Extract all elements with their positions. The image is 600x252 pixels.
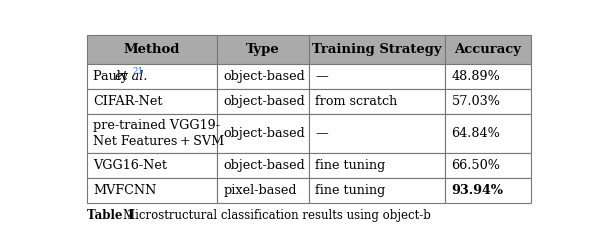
Text: Training Strategy: Training Strategy [312,43,442,56]
Bar [445,35,530,64]
Text: 66.50%: 66.50% [452,159,500,172]
Text: fine tuning: fine tuning [315,159,385,172]
Bar [217,35,308,64]
Bar [217,64,308,89]
Bar [217,114,308,153]
Bar [86,153,217,178]
Bar [308,35,445,64]
Bar [217,178,308,203]
Bar [217,153,308,178]
Text: 48.89%: 48.89% [452,70,500,83]
Text: object-based: object-based [223,70,305,83]
Text: —: — [315,70,328,83]
Text: from scratch: from scratch [315,95,397,108]
Text: Accuracy: Accuracy [454,43,521,56]
Bar [308,89,445,114]
Text: Table 1   Microstructural classification results using object-b: Table 1 Microstructural classification r… [86,209,449,222]
Text: 64.84%: 64.84% [452,127,500,140]
Text: —: — [315,127,328,140]
Text: Net Features + SVM: Net Features + SVM [93,135,224,148]
Bar [308,114,445,153]
Text: object-based: object-based [223,159,305,172]
Bar [445,89,530,114]
Text: et al.: et al. [115,70,148,83]
Text: 21: 21 [133,67,144,76]
Text: MVFCNN: MVFCNN [93,184,157,197]
Text: 57.03%: 57.03% [452,95,500,108]
Text: 93.94%: 93.94% [452,184,503,197]
Text: Type: Type [246,43,280,56]
Bar [445,178,530,203]
Text: CIFAR-Net: CIFAR-Net [93,95,163,108]
Text: object-based: object-based [223,95,305,108]
Text: Pauly: Pauly [93,70,131,83]
Bar [86,89,217,114]
Bar [445,153,530,178]
Bar [445,114,530,153]
Text: Pauly: Pauly [93,70,131,83]
Text: pixel-based: pixel-based [223,184,297,197]
Bar [308,64,445,89]
Bar [86,178,217,203]
Text: pre-trained VGG19-: pre-trained VGG19- [93,119,220,132]
Bar [86,114,217,153]
Bar [445,64,530,89]
Text: Method: Method [124,43,180,56]
Bar [308,153,445,178]
Text: fine tuning: fine tuning [315,184,385,197]
Text: Microstructural classification results using object-b: Microstructural classification results u… [123,209,431,222]
Text: Table 1: Table 1 [86,209,134,222]
Bar [86,64,217,89]
Bar [308,178,445,203]
Bar [86,35,217,64]
Text: VGG16-Net: VGG16-Net [93,159,167,172]
Text: object-based: object-based [223,127,305,140]
Bar [217,89,308,114]
